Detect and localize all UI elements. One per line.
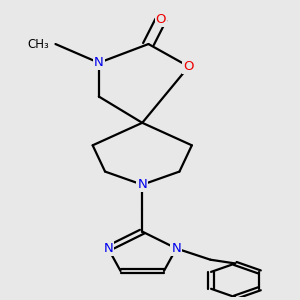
Text: O: O — [184, 60, 194, 73]
Text: CH₃: CH₃ — [28, 38, 49, 50]
Text: N: N — [172, 242, 181, 255]
Text: N: N — [103, 242, 113, 255]
Text: O: O — [156, 13, 166, 26]
Text: N: N — [137, 178, 147, 191]
Text: N: N — [94, 56, 104, 69]
